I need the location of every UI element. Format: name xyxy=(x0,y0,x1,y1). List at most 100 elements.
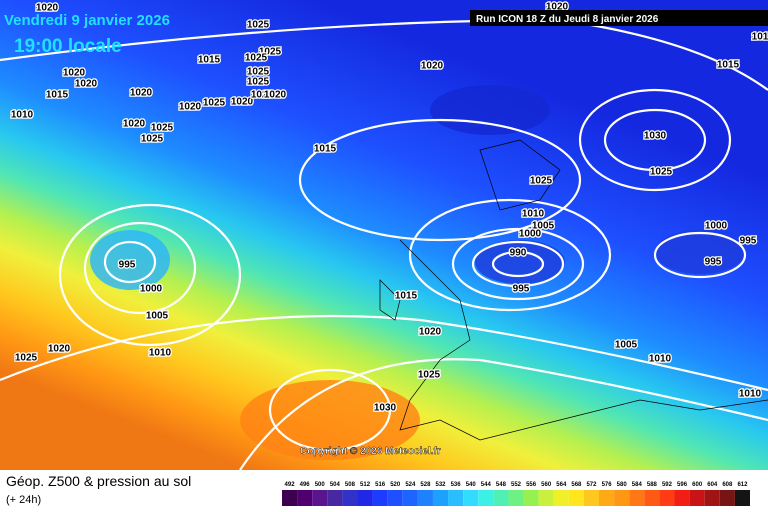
colorbar-label: 584 xyxy=(632,482,643,488)
isobar-label: 1020 xyxy=(48,344,71,355)
isobar-label: 1000 xyxy=(140,284,163,295)
colorbar-label: 520 xyxy=(390,482,401,488)
colorbar-swatch xyxy=(327,490,343,506)
isobar-label: 1010 xyxy=(149,348,172,359)
run: Run ICON 18 Z du Jeudi 8 janvier 2026 xyxy=(476,14,659,25)
colorbar-swatch xyxy=(538,490,554,506)
colorbar-label: 500 xyxy=(315,482,326,488)
isobar-label: 1015 xyxy=(198,55,221,66)
isobar-label: 1015 xyxy=(46,90,69,101)
copyright: Copyright © 2026 Meteociel.fr xyxy=(300,446,441,457)
isobar-label: 1025 xyxy=(418,370,441,381)
colorbar-swatch xyxy=(342,490,358,506)
isobar-label: 1005 xyxy=(146,311,169,322)
colorbar-label: 592 xyxy=(662,482,673,488)
isobar-label: 1025 xyxy=(247,20,270,31)
colorbar-label: 524 xyxy=(405,482,416,488)
colorbar-label: 564 xyxy=(556,482,567,488)
colorbar-swatch xyxy=(387,490,403,506)
isobar-label: 1020 xyxy=(231,97,254,108)
isobar-label: 1020 xyxy=(123,119,146,130)
colorbar-label: 588 xyxy=(647,482,658,488)
colorbar-swatch xyxy=(493,490,509,506)
date: Vendredi 9 janvier 2026 xyxy=(4,12,170,29)
isobar-label: 1015 xyxy=(314,144,337,155)
isobar-label: 990 xyxy=(510,248,527,259)
isobar-label: 1020 xyxy=(421,61,444,72)
colorbar-swatch xyxy=(402,490,418,506)
isobar-label: 1020 xyxy=(419,327,442,338)
colorbar-label: 548 xyxy=(496,482,507,488)
isobar-label: 1020 xyxy=(36,3,59,14)
isobar-label: 1025 xyxy=(151,123,174,134)
colorbar-swatch xyxy=(734,490,750,506)
isobar-label: 1025 xyxy=(530,176,553,187)
isobar-label: 1010 xyxy=(739,389,762,400)
colorbar-swatch xyxy=(599,490,615,506)
colorbar-swatch xyxy=(463,490,479,506)
colorbar: 492 496 500 504 508 512 516 520 524 528 532 536 540 5… xyxy=(282,482,750,506)
colorbar-swatch xyxy=(312,490,328,506)
footer-title: Géop. Z500 & pression au sol xyxy=(6,473,191,489)
isobar-label: 1010 xyxy=(522,209,545,220)
colorbar-swatch xyxy=(629,490,645,506)
isobar-label: 1025 xyxy=(259,47,282,58)
colorbar-swatch xyxy=(568,490,584,506)
colorbar-swatch xyxy=(523,490,539,506)
colorbar-label: 560 xyxy=(541,482,552,488)
colorbar-label: 496 xyxy=(300,482,311,488)
colorbar-swatch xyxy=(417,490,433,506)
colorbar-swatch xyxy=(674,490,690,506)
colorbar-label: 600 xyxy=(692,482,703,488)
colorbar-swatch xyxy=(372,490,388,506)
colorbar-label: 544 xyxy=(481,482,492,488)
isobar-label: 1020 xyxy=(63,68,86,79)
isobar-label: 1025 xyxy=(247,67,270,78)
colorbar-swatch xyxy=(357,490,373,506)
isobar-label: 995 xyxy=(705,257,722,268)
colorbar-label: 508 xyxy=(345,482,356,488)
isobar-label: 1020 xyxy=(130,88,153,99)
colorbar-label: 528 xyxy=(420,482,431,488)
isobar-label: 1000 xyxy=(705,221,728,232)
isobar-label: 1000 xyxy=(519,229,542,240)
isobar-label: 101 xyxy=(752,32,768,43)
colorbar-swatch xyxy=(432,490,449,506)
isobar-label: 1010 xyxy=(11,110,34,121)
colorbar-label: 492 xyxy=(285,482,296,488)
colorbar-label: 532 xyxy=(436,482,447,488)
isobar-label: 1015 xyxy=(395,291,418,302)
colorbar-swatch xyxy=(689,490,705,506)
colorbar-swatch xyxy=(478,490,494,506)
isobar-label: 1025 xyxy=(245,53,268,64)
colorbar-swatch xyxy=(297,490,313,506)
colorbar-swatch xyxy=(553,490,569,506)
colorbar-label: 572 xyxy=(586,482,597,488)
colorbar-swatch xyxy=(659,490,675,506)
colorbar-label: 516 xyxy=(375,482,386,488)
run-box xyxy=(470,10,768,26)
isobar-label: 1020 xyxy=(75,79,98,90)
isobar-label: 1020 xyxy=(264,90,287,101)
colorbar-label: 604 xyxy=(707,482,718,488)
isobar-label: 1025 xyxy=(203,98,226,109)
isobar-label: 1030 xyxy=(374,403,397,414)
colorbar-label: 536 xyxy=(451,482,462,488)
colorbar-label: 552 xyxy=(511,482,522,488)
coastlines xyxy=(379,139,768,441)
colorbar-label: 556 xyxy=(526,482,537,488)
isobar-label: 995 xyxy=(119,260,136,271)
isobar-label: 995 xyxy=(513,284,530,295)
isobar-label: 1030 xyxy=(644,131,667,142)
colorbar-swatch xyxy=(704,490,720,506)
colorbar-label: 608 xyxy=(722,482,733,488)
footer-lead: (+ 24h) xyxy=(6,494,41,506)
isobar-label: 1005 xyxy=(615,340,638,351)
isobar-label: 1025 xyxy=(141,134,164,145)
lows xyxy=(90,85,745,460)
isobar-labels: 1020102510151025102510251025102010201015… xyxy=(10,0,768,415)
colorbar-swatch xyxy=(583,490,600,506)
colorbar-label: 612 xyxy=(737,482,748,488)
isobar-label: 1020 xyxy=(251,90,274,101)
